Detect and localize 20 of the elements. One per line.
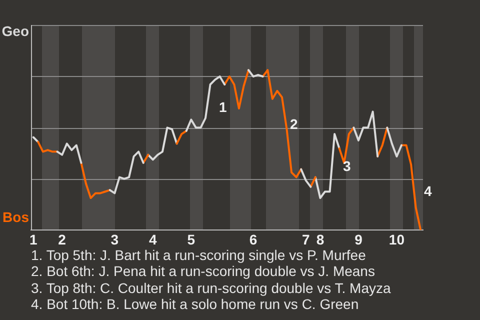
text: Geo — [2, 22, 29, 39]
annotation: 2 — [290, 116, 298, 132]
x-tick-label: 7 — [302, 231, 310, 248]
x-tick-label: 8 — [316, 231, 324, 248]
x-tick-label: 10 — [388, 231, 405, 248]
x-tick-label: 3 — [110, 231, 119, 248]
x-tick-label: 5 — [187, 231, 196, 248]
text: 3. Top 8th: C. Coulter hit a run-scoring double vs T. Mayza — [31, 280, 391, 296]
text: 4. Bot 10th: B. Lowe hit a solo home run vs C. Green — [31, 296, 359, 312]
x-tick-label: 1 — [29, 231, 38, 248]
x-tick-label: 4 — [149, 231, 158, 248]
annotation: 3 — [343, 158, 351, 174]
text: 2. Bot 6th: J. Pena hit a run-scoring double vs J. Means — [31, 263, 376, 280]
text: Bos — [2, 208, 30, 225]
x-tick-label: 2 — [58, 231, 66, 248]
annotation: 1 — [219, 98, 227, 115]
text: 4 — [424, 182, 432, 199]
x-tick-label: 6 — [249, 231, 258, 248]
text: 1. Top 5th: J. Bart hit a run-scoring single vs P. Murfee — [31, 247, 367, 264]
x-tick-label: 9 — [354, 231, 363, 248]
